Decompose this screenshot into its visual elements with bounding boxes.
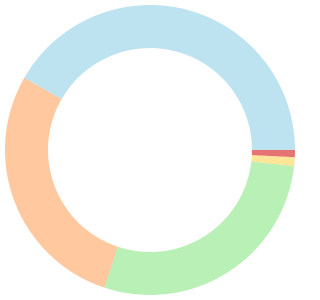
donut-segment [5,77,118,288]
chart [5,5,295,295]
donut-segment [251,150,295,158]
donut-segment [104,161,295,295]
donut-segment [24,5,295,150]
donut-segment [251,155,295,167]
